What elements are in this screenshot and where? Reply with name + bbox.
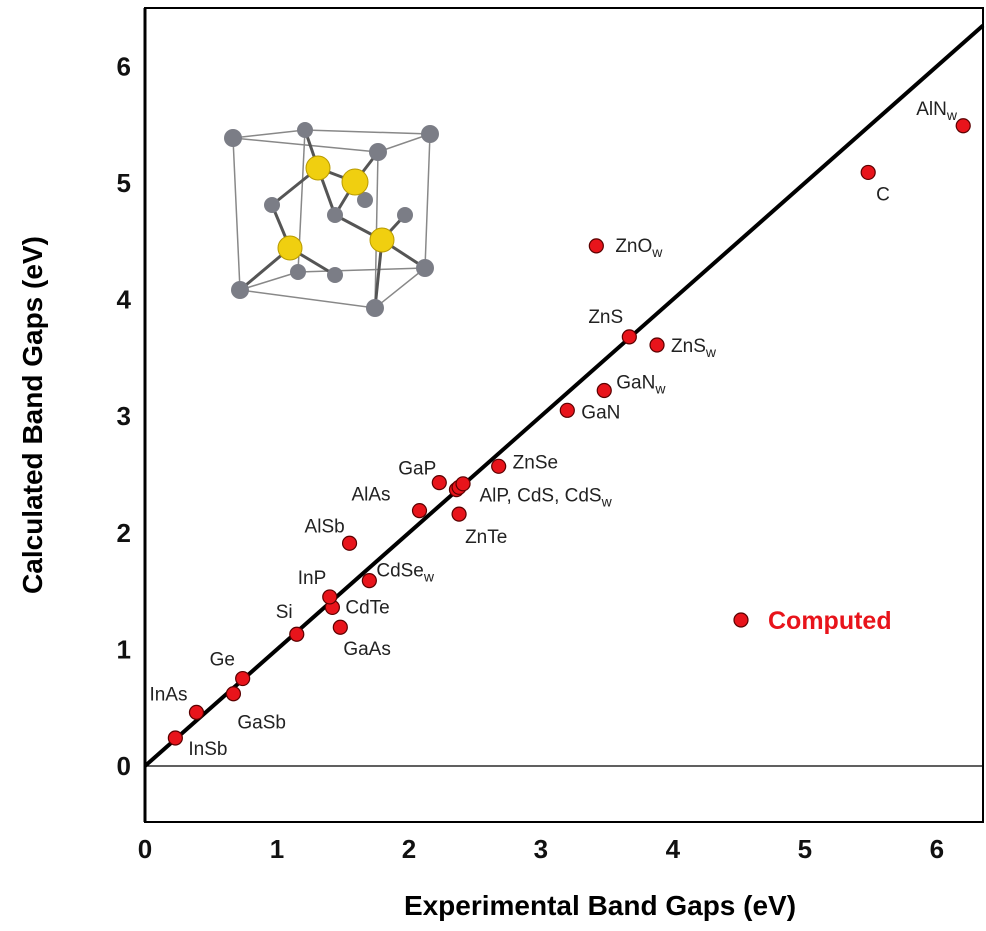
point-label: AlAs — [351, 485, 390, 506]
data-point — [188, 704, 205, 720]
point-label-text: AlN — [916, 99, 947, 120]
point-label-subscript: w — [601, 494, 613, 510]
point-label-subscript: w — [705, 344, 717, 360]
point-label: InAs — [149, 684, 187, 705]
point-label: AlNw — [916, 99, 958, 123]
point-label: ZnOw — [615, 236, 663, 260]
point-label: InSb — [188, 739, 227, 760]
y-tick-label: 3 — [117, 401, 131, 431]
x-tick-label: 1 — [270, 834, 284, 864]
point-label-text: CdTe — [345, 597, 389, 618]
x-tick-label: 4 — [666, 834, 681, 864]
point-label: ZnTe — [465, 527, 507, 548]
point-label: C — [876, 184, 890, 205]
x-tick-label: 5 — [798, 834, 812, 864]
data-point — [167, 730, 183, 746]
point-label-text: CdSe — [376, 561, 424, 582]
y-tick-label: 6 — [117, 51, 131, 81]
point-label: CdSew — [376, 561, 435, 585]
point-label: ZnS — [588, 307, 623, 328]
point-label: GaSb — [237, 713, 286, 734]
point-label-text: AlSb — [305, 516, 345, 537]
y-tick-label: 0 — [117, 751, 131, 781]
point-label-text: AlAs — [351, 485, 390, 506]
point-label-subscript: w — [423, 569, 435, 585]
point-label: GaP — [398, 459, 436, 480]
data-point — [559, 402, 575, 418]
data-point — [596, 382, 612, 399]
point-label-text: ZnSe — [513, 452, 558, 473]
data-point — [361, 572, 377, 589]
point-label-text: InSb — [188, 739, 227, 760]
data-point — [455, 476, 471, 492]
point-label-text: ZnS — [588, 307, 623, 328]
data-point — [588, 238, 604, 254]
data-point — [649, 337, 665, 353]
point-label: AlP, CdS, CdSw — [479, 486, 612, 510]
data-point — [955, 118, 971, 134]
point-label-text: GaN — [616, 373, 655, 394]
data-point — [431, 475, 447, 491]
point-label-text: InP — [298, 568, 327, 589]
point-label: ZnSw — [671, 336, 717, 360]
legend-marker — [733, 612, 749, 628]
y-tick-label: 5 — [117, 168, 131, 198]
point-label-text: ZnTe — [465, 527, 507, 548]
point-label-text: GaN — [581, 402, 620, 423]
x-tick-label: 3 — [534, 834, 548, 864]
crystal-structure-icon — [224, 122, 439, 317]
point-label-text: Ge — [210, 650, 235, 671]
point-label-text: ZnS — [671, 336, 706, 357]
identity-line — [143, 23, 985, 768]
legend-label: Computed — [768, 607, 892, 635]
point-label-subscript: w — [946, 107, 958, 123]
point-label-text: Si — [276, 602, 293, 623]
x-tick-label: 0 — [138, 834, 152, 864]
point-label-text: C — [876, 184, 890, 205]
point-label: GaN — [581, 402, 620, 423]
point-label: GaNw — [616, 373, 666, 397]
x-tick-label: 6 — [930, 834, 944, 864]
data-point — [322, 589, 338, 605]
point-label: CdTe — [345, 597, 389, 618]
data-point — [411, 503, 428, 519]
point-label: GaAs — [343, 639, 391, 660]
data-point — [860, 164, 876, 181]
x-tick-label: 2 — [402, 834, 416, 864]
point-label-text: ZnO — [615, 236, 652, 257]
point-label-text: AlP, CdS, CdS — [479, 486, 601, 507]
point-label-text: GaP — [398, 459, 436, 480]
point-label: InP — [298, 568, 327, 589]
point-label: Si — [276, 602, 293, 623]
y-tick-label: 4 — [117, 285, 132, 315]
y-tick-label: 2 — [117, 518, 131, 548]
data-point — [491, 458, 507, 474]
point-label-text: GaAs — [343, 639, 391, 660]
point-label-text: GaSb — [237, 713, 286, 734]
y-axis-title: Calculated Band Gaps (eV) — [17, 236, 48, 594]
data-point — [235, 670, 251, 687]
point-label: ZnSe — [513, 452, 558, 473]
point-label-text: InAs — [149, 684, 187, 705]
data-point — [621, 329, 637, 345]
data-point — [289, 626, 305, 642]
data-point — [341, 535, 358, 551]
x-axis-title: Experimental Band Gaps (eV) — [404, 890, 796, 921]
point-label: AlSb — [305, 516, 345, 537]
point-label-subscript: w — [651, 244, 663, 260]
y-tick-label: 1 — [117, 634, 131, 664]
data-point — [225, 686, 242, 702]
data-point — [451, 506, 467, 522]
point-label-subscript: w — [654, 381, 666, 397]
data-point — [332, 619, 348, 635]
point-label: Ge — [210, 650, 235, 671]
